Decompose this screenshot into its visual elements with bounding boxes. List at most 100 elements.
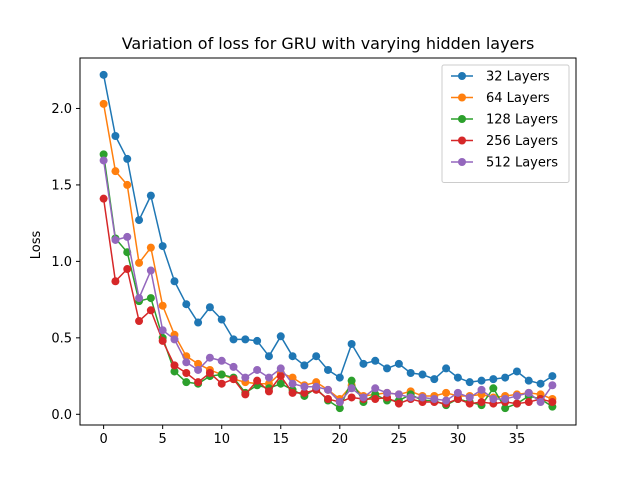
data-point [300, 388, 309, 397]
data-point [158, 326, 167, 335]
data-point [383, 388, 392, 397]
data-point [465, 393, 474, 402]
data-point [288, 352, 297, 361]
data-point [146, 306, 155, 315]
data-point [288, 373, 297, 382]
y-axis-title: Loss [29, 231, 44, 260]
x-tick-label: 20 [332, 432, 349, 447]
data-point [241, 373, 250, 382]
legend-item: 64 Layers [451, 91, 550, 106]
data-point [241, 335, 250, 344]
data-point [394, 399, 403, 408]
data-point [359, 393, 368, 402]
x-tick-label: 0 [99, 432, 107, 447]
data-point [548, 398, 557, 407]
data-point [347, 339, 356, 348]
x-tick-label: 25 [391, 432, 408, 447]
legend-swatch-marker [458, 115, 466, 123]
data-point [123, 180, 132, 189]
data-point [453, 373, 462, 382]
data-point [288, 388, 297, 397]
data-point [548, 372, 557, 381]
y-tick-label: 0.0 [51, 408, 72, 423]
data-point [217, 356, 226, 365]
legend: 32 Layers 64 Layers 128 Layers 256 Layers 51… [441, 64, 570, 183]
data-point [182, 369, 191, 378]
data-point [324, 385, 332, 394]
data-point [146, 191, 155, 200]
data-point [477, 376, 486, 385]
data-point [111, 277, 120, 286]
data-point [394, 390, 403, 399]
data-point [489, 395, 498, 403]
data-point [205, 303, 214, 312]
data-point [264, 387, 273, 396]
data-point [146, 266, 155, 275]
data-point [123, 232, 132, 241]
legend-swatch-marker [458, 72, 466, 80]
data-point [477, 398, 486, 407]
data-point [194, 378, 203, 387]
data-point [359, 359, 368, 368]
axes-frame [79, 57, 577, 426]
data-point [430, 395, 439, 403]
legend-swatch-marker [458, 93, 466, 102]
data-point [135, 317, 144, 326]
data-point [371, 384, 380, 393]
legend-item: 512 Layers [451, 156, 558, 171]
data-point [111, 235, 120, 244]
data-point [99, 156, 108, 165]
chart-title: Variation of loss for GRU with varying h… [122, 34, 535, 53]
data-point [182, 378, 191, 387]
data-point [501, 395, 510, 403]
data-point [347, 376, 356, 385]
data-point [524, 388, 533, 397]
data-point [170, 361, 179, 370]
data-point [406, 369, 415, 378]
data-point [264, 352, 273, 361]
data-point [217, 370, 226, 379]
legend-item: 128 Layers [451, 113, 558, 128]
data-point [135, 294, 144, 303]
legend-item: 32 Layers [451, 70, 550, 85]
data-point [371, 395, 380, 403]
data-point [158, 301, 167, 310]
data-point [477, 385, 486, 394]
legend-label: 32 Layers [486, 70, 550, 85]
data-point [324, 365, 332, 374]
x-tick-label: 30 [450, 432, 467, 447]
data-point [453, 395, 462, 403]
y-tick-label: 2.0 [51, 102, 72, 117]
data-point [442, 396, 451, 405]
data-point [194, 359, 203, 368]
data-point [99, 99, 108, 108]
data-point [217, 379, 226, 388]
data-point [253, 365, 262, 374]
y-tick-label: 1.0 [51, 255, 72, 270]
data-point [418, 370, 427, 379]
data-point [335, 404, 344, 413]
data-point [170, 335, 179, 344]
data-point [312, 352, 321, 361]
data-point [111, 131, 120, 140]
data-point [406, 393, 415, 402]
legend-box [441, 64, 570, 183]
data-point [146, 294, 155, 303]
data-point [442, 388, 451, 397]
data-point [501, 404, 510, 413]
data-point [335, 398, 344, 407]
data-point [146, 243, 155, 252]
data-point [512, 367, 521, 376]
data-point [158, 242, 167, 251]
data-point [512, 399, 521, 408]
legend-label: 128 Layers [486, 113, 558, 128]
data-point [158, 336, 167, 345]
data-point [229, 375, 238, 384]
y-tick-label: 1.5 [51, 178, 72, 193]
y-tick-label: 0.5 [51, 331, 72, 346]
data-point [394, 359, 403, 368]
data-point [123, 154, 132, 163]
data-point [300, 382, 309, 391]
x-tick-label: 15 [272, 432, 289, 447]
